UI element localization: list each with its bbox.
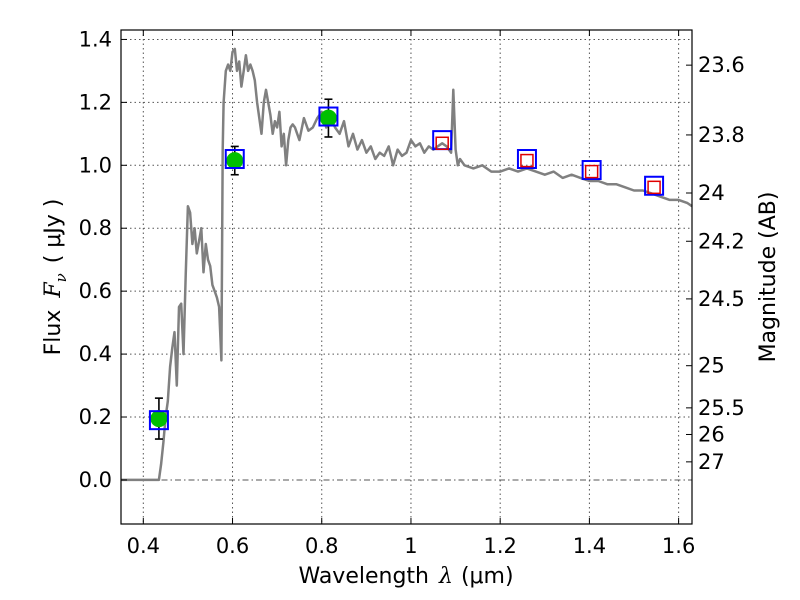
- grid: [121, 30, 692, 524]
- mag-tick-label: 27: [698, 450, 725, 474]
- observed-point: [226, 152, 244, 170]
- mag-tick-label: 23.6: [698, 53, 745, 77]
- predicted-box: [520, 153, 534, 168]
- observed-point: [150, 410, 168, 428]
- band-box: [224, 149, 245, 170]
- predicted-box: [647, 180, 661, 195]
- mag-tick-label: 23.8: [698, 123, 745, 147]
- mag-tick-label: 26: [698, 422, 725, 446]
- mag-tick-label: 24.2: [698, 229, 745, 253]
- x-tick-label: 0.6: [216, 534, 249, 558]
- band-box: [148, 410, 169, 431]
- predicted-box: [435, 136, 449, 151]
- mag-tick-label: 25: [698, 354, 725, 378]
- mag-tick-label: 24.5: [698, 287, 745, 311]
- axis-ticks: 0.4 0.6 0.8 1 1.2 1.4 1.6 0.0 0.2 0.4 0.6 0.8 1.0 1.2…: [79, 27, 745, 558]
- y-axis-label: FluxFν( μJy ): [41, 199, 70, 356]
- y-tick-label: 1.4: [79, 27, 112, 51]
- y2-axis-label: Magnitude (AB): [756, 192, 781, 363]
- band-box: [644, 175, 665, 196]
- x-tick-label: 1.2: [483, 534, 516, 558]
- mag-tick-label: 24: [698, 181, 725, 205]
- band-box: [581, 160, 602, 181]
- x-axis-label: Wavelength λ (μm): [298, 564, 513, 589]
- x-tick-label: 1.6: [662, 534, 695, 558]
- y-tick-label: 0.0: [79, 468, 112, 492]
- y-tick-label: 0.4: [79, 342, 112, 366]
- predicted-box: [584, 164, 599, 179]
- band-box: [318, 106, 339, 127]
- y-tick-label: 1.2: [79, 90, 112, 114]
- x-tick-label: 0.4: [127, 534, 160, 558]
- x-tick-label: 1: [404, 534, 417, 558]
- predicted-boxes: [435, 136, 661, 195]
- y-tick-label: 1.0: [79, 153, 112, 177]
- x-tick-label: 1.4: [573, 534, 606, 558]
- y-tick-label: 0.2: [79, 405, 112, 429]
- y-tick-label: 0.6: [79, 279, 112, 303]
- y-tick-label: 0.8: [79, 216, 112, 240]
- band-box: [516, 149, 537, 170]
- mag-tick-label: 25.5: [698, 396, 745, 420]
- plot-frame: [120, 29, 693, 525]
- band-boxes: [148, 106, 665, 431]
- observed-point: [319, 109, 337, 127]
- sed-model-series: [121, 47, 693, 482]
- x-tick-label: 0.8: [305, 534, 338, 558]
- sed-model-line: [121, 47, 693, 482]
